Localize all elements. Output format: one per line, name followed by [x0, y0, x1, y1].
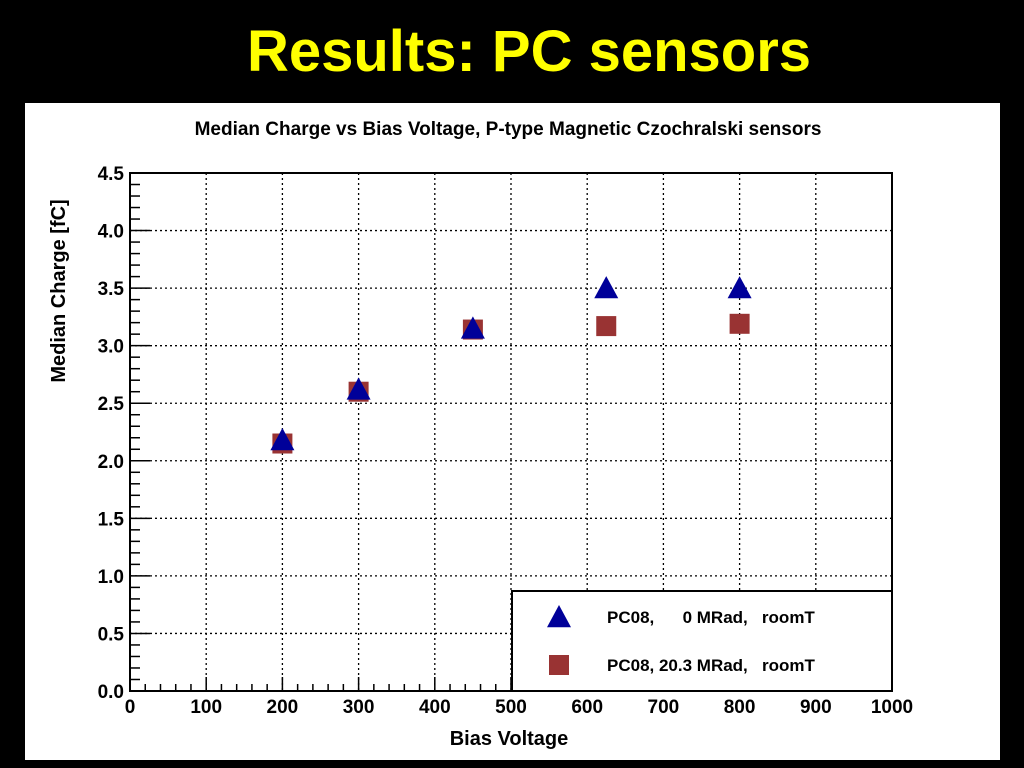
legend-entry-label: PC08, 0 MRad, roomT: [607, 608, 815, 627]
data-point-square: [729, 313, 750, 334]
x-tick-label: 200: [267, 697, 299, 718]
y-axis-label: Median Charge [fC]: [48, 199, 70, 382]
x-tick-label: 300: [343, 697, 375, 718]
data-point-triangle: [460, 316, 485, 339]
y-tick-label: 0.5: [98, 624, 125, 645]
data-point-triangle: [594, 276, 619, 299]
x-tick-label: 900: [800, 697, 832, 718]
legend-triangle-marker: [547, 605, 571, 628]
median-charge-chart: Median Charge vs Bias Voltage, P-type Ma…: [48, 119, 913, 750]
y-tick-label: 4.5: [98, 164, 125, 185]
x-tick-label: 700: [648, 697, 680, 718]
x-tick-label: 100: [190, 697, 222, 718]
x-tick-label: 800: [724, 697, 756, 718]
y-tick-label: 1.5: [98, 509, 125, 530]
chart-title: Median Charge vs Bias Voltage, P-type Ma…: [195, 119, 822, 140]
data-point-triangle: [270, 428, 295, 451]
data-point-square: [596, 316, 617, 337]
y-tick-label: 3.5: [98, 279, 125, 300]
x-tick-label: 1000: [871, 697, 913, 718]
x-tick-label: 0: [125, 697, 136, 718]
legend-square-marker: [549, 655, 569, 675]
y-tick-label: 2.0: [98, 452, 124, 473]
slide-title: Results: PC sensors: [246, 19, 812, 84]
y-tick-label: 2.5: [98, 394, 125, 415]
y-tick-label: 4.0: [98, 222, 124, 243]
x-tick-label: 600: [571, 697, 603, 718]
data-point-triangle: [727, 276, 752, 299]
y-tick-label: 1.0: [98, 567, 124, 588]
data-point-triangle: [346, 377, 371, 400]
legend-box: [511, 590, 893, 692]
y-tick-label: 3.0: [98, 337, 124, 358]
legend-entry-label: PC08, 20.3 MRad, roomT: [607, 656, 815, 675]
x-tick-label: 400: [419, 697, 451, 718]
x-axis-label: Bias Voltage: [450, 728, 569, 750]
x-tick-label: 500: [495, 697, 527, 718]
plot-panel: Median Charge vs Bias Voltage, P-type Ma…: [25, 103, 1000, 760]
y-tick-label: 0.0: [98, 682, 124, 703]
